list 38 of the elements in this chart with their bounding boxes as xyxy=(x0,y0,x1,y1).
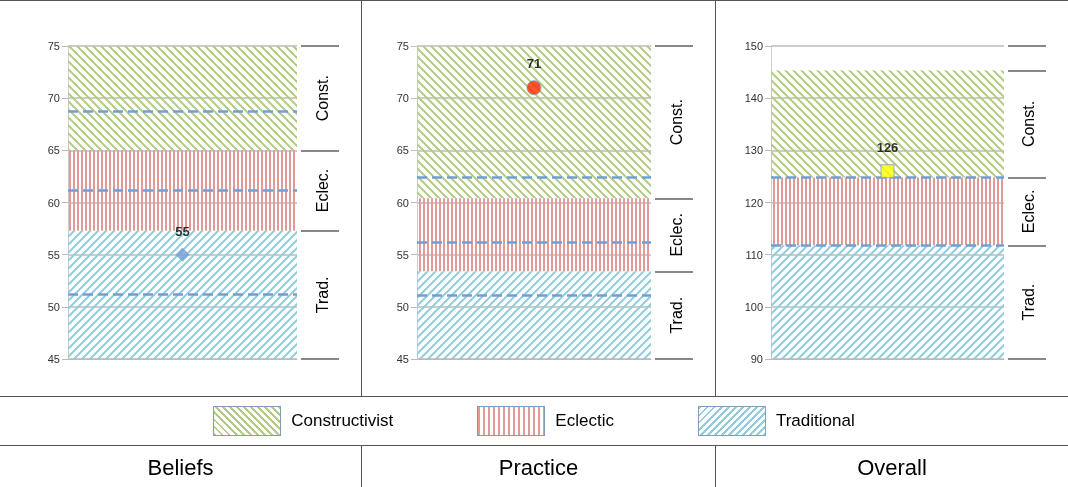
y-tick-label: 110 xyxy=(745,248,763,261)
band-label: Const. xyxy=(313,75,331,122)
y-tick-label: 50 xyxy=(396,300,409,313)
y-tick-label: 150 xyxy=(744,40,763,52)
y-tick-label: 55 xyxy=(396,248,409,261)
text: Eclectic xyxy=(555,411,614,431)
band-label: Eclec. xyxy=(1019,189,1037,234)
text: Overall xyxy=(856,454,928,482)
band-label: Trad. xyxy=(313,276,331,314)
y-tick-label: 140 xyxy=(744,92,763,105)
y-tick-label: 120 xyxy=(744,196,763,209)
y-tick-label: 55 xyxy=(47,248,60,261)
band-label: Eclec. xyxy=(313,168,331,213)
y-tick-label: 45 xyxy=(47,353,60,365)
y-tick-label: 50 xyxy=(47,300,60,313)
y-tick-label: 130 xyxy=(744,144,763,157)
band-label: Const. xyxy=(667,99,685,146)
y-tick-label: 65 xyxy=(396,144,409,157)
data-label: 55 xyxy=(175,223,190,239)
y-tick-label: 60 xyxy=(396,196,409,209)
text: Constructivist xyxy=(291,411,394,431)
band-label: Eclec. xyxy=(667,213,685,257)
band-label: Trad. xyxy=(1019,283,1037,321)
band-label: Trad. xyxy=(667,296,685,334)
y-tick-label: 75 xyxy=(396,40,409,52)
band-label: Const. xyxy=(1019,100,1037,148)
y-tick-label: 90 xyxy=(750,353,763,365)
text: Beliefs xyxy=(0,446,362,487)
data-label: 126 xyxy=(876,140,899,156)
y-tick-label: 45 xyxy=(396,353,409,365)
y-tick-label: 60 xyxy=(47,196,60,209)
y-tick-label: 100 xyxy=(744,300,763,313)
text: Practice xyxy=(362,446,716,487)
y-tick-label: 70 xyxy=(47,92,60,105)
y-tick-label: 75 xyxy=(47,40,60,52)
y-tick-label: 70 xyxy=(396,92,409,105)
text: Traditional xyxy=(775,411,855,431)
y-tick-label: 65 xyxy=(47,144,60,157)
